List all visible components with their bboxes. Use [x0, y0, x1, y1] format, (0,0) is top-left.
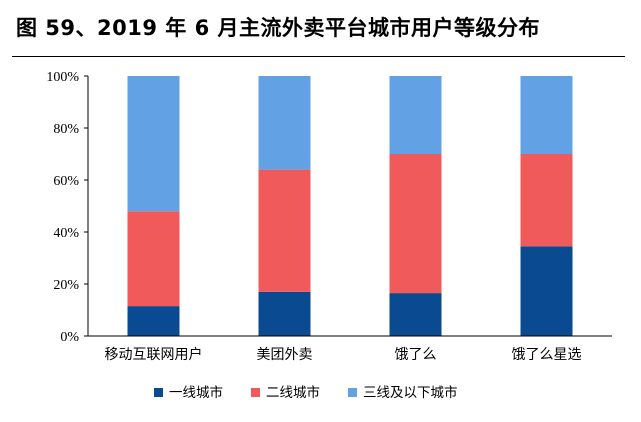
y-tick-label: 0%: [60, 330, 79, 345]
y-tick-label: 100%: [46, 70, 79, 85]
y-tick-label: 40%: [53, 226, 79, 241]
stacked-bar-chart: 0% 20% 40% 60% 80% 100% 移动互联网用户 美团外卖 饿了么 饿了么星选 一…: [46, 70, 612, 401]
x-category-label: 饿了么: [395, 347, 437, 363]
bar-segment: [520, 76, 573, 154]
legend-swatch: [348, 388, 357, 397]
bar-segment: [258, 291, 311, 336]
bar-segment: [127, 76, 180, 212]
legend-swatch: [154, 388, 163, 397]
x-category-label: 饿了么星选: [512, 347, 582, 363]
bar-segment: [127, 306, 180, 336]
legend-swatch: [251, 388, 260, 397]
bar-segment: [520, 246, 573, 336]
bar-segment: [389, 293, 442, 336]
title-divider: [12, 56, 625, 57]
bar-segment: [258, 76, 311, 170]
bar-segment: [389, 76, 442, 154]
x-category-label: 美团外卖: [257, 347, 313, 363]
chart-title: 图 59、2019 年 6 月主流外卖平台城市用户等级分布: [16, 16, 541, 40]
y-tick-label: 60%: [53, 174, 79, 189]
bar-segment: [127, 211, 180, 307]
x-axis: 移动互联网用户 美团外卖 饿了么 饿了么星选: [88, 335, 612, 363]
legend-label: 三线及以下城市: [363, 384, 458, 401]
x-category-label: 移动互联网用户: [105, 346, 203, 363]
y-tick-label: 20%: [53, 278, 79, 293]
y-axis: 0% 20% 40% 60% 80% 100%: [46, 70, 89, 345]
bar-segment: [389, 154, 442, 294]
bar-segment: [258, 169, 311, 292]
bar-segment: [520, 154, 573, 247]
y-tick-label: 80%: [53, 122, 79, 137]
legend-label: 一线城市: [169, 384, 223, 401]
legend-label: 二线城市: [266, 384, 320, 401]
legend: 一线城市 二线城市 三线及以下城市: [154, 384, 458, 401]
bars: [127, 76, 573, 336]
